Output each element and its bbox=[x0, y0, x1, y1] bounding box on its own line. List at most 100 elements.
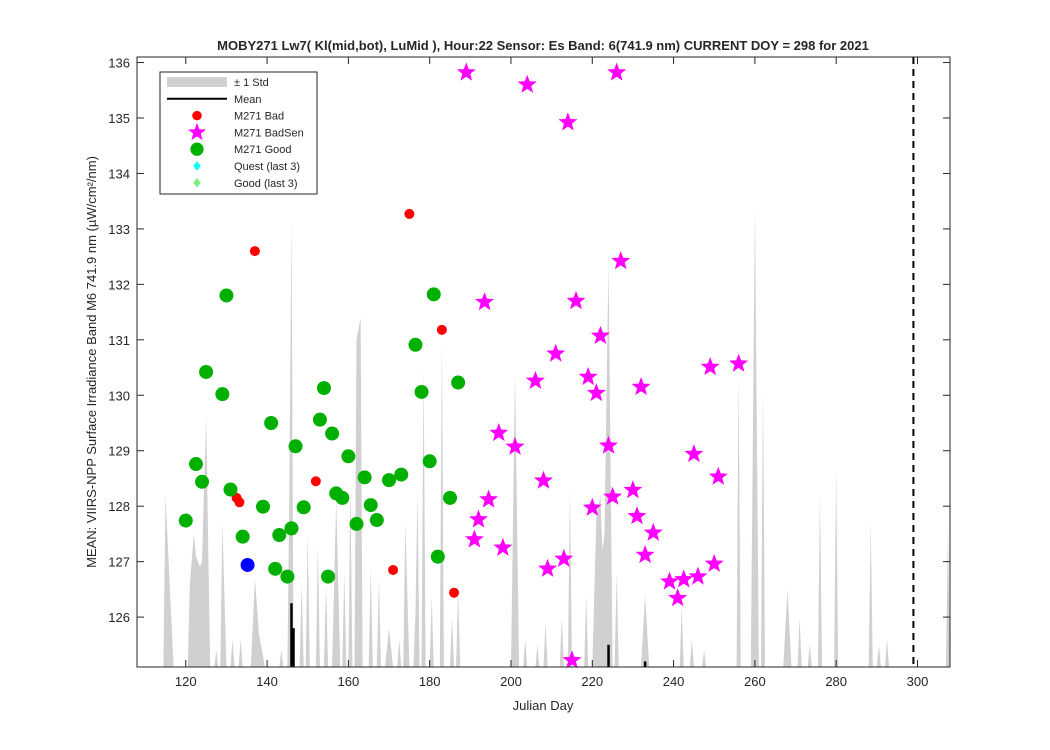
m271-good-point bbox=[426, 287, 441, 302]
plot-frame bbox=[136, 56, 951, 668]
m271-badsen-point bbox=[708, 466, 728, 485]
m271-good-point bbox=[408, 337, 423, 352]
m271-badsen-point bbox=[464, 529, 484, 548]
m271-badsen-point bbox=[611, 251, 631, 270]
m271-badsen-point bbox=[704, 553, 724, 572]
m271-badsen-point bbox=[590, 325, 610, 344]
m271-bad-point bbox=[234, 497, 245, 508]
m271-good-point bbox=[296, 500, 311, 515]
m271-bad-point bbox=[249, 246, 260, 257]
y-tick-label: 126 bbox=[108, 610, 130, 625]
m271-badsen-point bbox=[505, 436, 525, 455]
m271-good-point bbox=[272, 528, 287, 543]
m271-badsen-point bbox=[586, 383, 606, 402]
legend-m271-badsen-swatch bbox=[188, 122, 206, 141]
x-axis-label: Julian Day bbox=[513, 698, 574, 713]
x-tick-label: 300 bbox=[907, 674, 929, 689]
m271-good-point bbox=[284, 521, 299, 536]
legend-mean-label: Mean bbox=[234, 94, 262, 106]
legend-good-last-3-swatch bbox=[193, 178, 201, 188]
m271-badsen-point bbox=[582, 497, 602, 516]
m271-bad-point bbox=[436, 324, 447, 335]
m271-badsen-point bbox=[546, 343, 566, 362]
x-tick-label: 120 bbox=[175, 674, 197, 689]
m271-good-point bbox=[195, 474, 210, 489]
std-band-layer bbox=[163, 206, 950, 667]
m271-badsen-point bbox=[700, 357, 720, 376]
x-tick-label: 160 bbox=[338, 674, 360, 689]
m271-badsen-point bbox=[558, 112, 578, 131]
m271-good-point bbox=[316, 381, 331, 396]
m271-good-point bbox=[382, 473, 397, 488]
m271-badsen-point bbox=[660, 571, 679, 590]
m271-bad-point bbox=[404, 208, 415, 219]
legend-quest-last-3-label: Quest (last 3) bbox=[234, 161, 300, 173]
m271-badsen-point bbox=[623, 480, 643, 499]
m271-good-point bbox=[349, 516, 364, 531]
m271-good-point bbox=[335, 490, 350, 505]
m271-bad-point bbox=[310, 476, 321, 487]
m271-good-point bbox=[264, 416, 279, 430]
m271-good-point bbox=[312, 412, 327, 427]
marker-layer bbox=[178, 62, 749, 669]
m271-good-point bbox=[268, 561, 283, 576]
m271-good-point bbox=[430, 549, 445, 564]
m271-good-point bbox=[215, 387, 230, 402]
m271-badsen-point bbox=[554, 548, 574, 567]
y-tick-label: 133 bbox=[108, 222, 130, 237]
legend-box bbox=[159, 71, 318, 195]
m271-badsen-point bbox=[674, 569, 694, 588]
y-tick-label: 127 bbox=[108, 555, 130, 570]
m271-good-point bbox=[223, 482, 238, 497]
m271-badsen-point bbox=[668, 588, 688, 607]
x-tick-label: 180 bbox=[419, 674, 441, 689]
x-tick-label: 240 bbox=[663, 674, 685, 689]
m271-good-point bbox=[341, 449, 356, 464]
m271-badsen-point bbox=[534, 470, 553, 489]
m271-badsen-point bbox=[489, 423, 509, 442]
m271-good-point bbox=[178, 513, 193, 528]
m271-badsen-point bbox=[688, 566, 708, 585]
legend-quest-last-3-swatch bbox=[193, 161, 201, 171]
legend-m271-good-label: M271 Good bbox=[234, 144, 291, 156]
x-tick-label: 140 bbox=[256, 674, 278, 689]
x-tick-label: 200 bbox=[500, 674, 522, 689]
y-tick-label: 132 bbox=[108, 277, 130, 292]
m271-badsen-point bbox=[603, 486, 623, 505]
m271-good-point bbox=[288, 439, 303, 454]
m271-good-point bbox=[235, 529, 250, 544]
y-tick-label: 129 bbox=[108, 444, 130, 459]
m271-badsen-point bbox=[684, 444, 704, 463]
m271-good-point bbox=[325, 426, 340, 441]
m271-good-point bbox=[199, 364, 214, 379]
m271-badsen-point bbox=[517, 74, 537, 93]
std-band bbox=[163, 206, 950, 667]
m271-good-point bbox=[363, 498, 378, 513]
m271-badsen-point bbox=[627, 506, 647, 525]
m271-badsen-point bbox=[479, 489, 499, 508]
m271-badsen-point bbox=[538, 558, 558, 577]
legend-m271-good-swatch bbox=[190, 142, 204, 156]
m271-good-point bbox=[280, 569, 295, 584]
m271-badsen-point bbox=[578, 367, 598, 386]
m271-bad-point bbox=[449, 587, 460, 598]
x-tick-label: 280 bbox=[825, 674, 847, 689]
y-tick-label: 128 bbox=[108, 499, 130, 514]
m271-good-point bbox=[188, 457, 203, 472]
m271-badsen-point bbox=[468, 509, 488, 528]
m271-badsen-point bbox=[456, 62, 476, 81]
m271-badsen-point bbox=[525, 370, 545, 389]
m271-good-point bbox=[321, 569, 336, 584]
legend-m271-bad-swatch bbox=[192, 110, 202, 121]
highlight-point bbox=[240, 557, 255, 572]
m271-good-point bbox=[414, 384, 429, 399]
m271-good-point bbox=[451, 375, 466, 390]
m271-badsen-point bbox=[599, 435, 619, 454]
m271-good-point bbox=[219, 288, 234, 303]
y-tick-label: 134 bbox=[108, 166, 130, 181]
mean-layer bbox=[290, 603, 647, 667]
y-tick-label: 131 bbox=[108, 333, 130, 348]
m271-good-point bbox=[394, 467, 409, 482]
m271-badsen-point bbox=[562, 650, 582, 669]
